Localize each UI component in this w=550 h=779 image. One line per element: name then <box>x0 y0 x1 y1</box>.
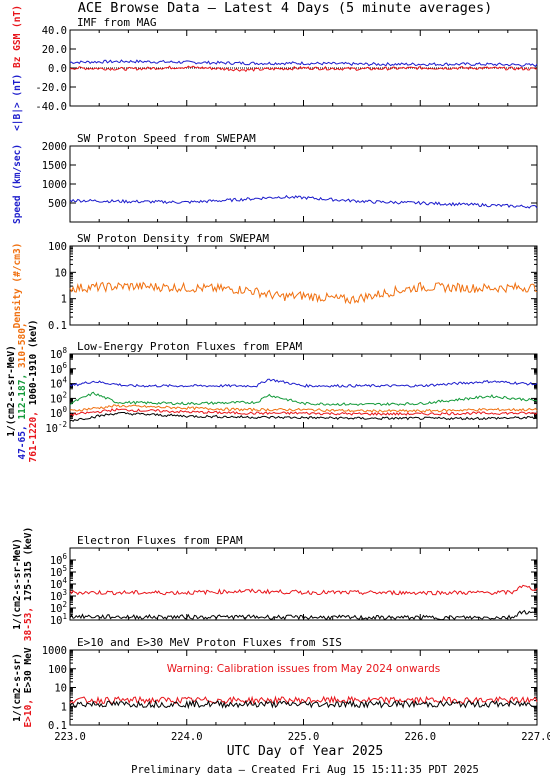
plot-frame <box>69 145 538 223</box>
y-tick-label: 1500 <box>42 160 67 172</box>
panel-4: Low-Energy Proton Fluxes from EPAM 108106… <box>6 320 538 463</box>
y-tick-label: -20.0 <box>35 82 67 94</box>
y-tick-label: 1000 <box>42 645 67 657</box>
y-tick-label: 106 <box>50 361 68 376</box>
y-axis-label: 38-53, 175-315 (keV) <box>23 527 34 641</box>
y-tick-label: 40.0 <box>42 25 67 37</box>
panel-title: SW Proton Speed from SWEPAM <box>77 132 256 145</box>
y-tick-label: 20.0 <box>42 44 67 56</box>
series-line <box>69 584 538 596</box>
panel-title: IMF from MAG <box>77 16 156 29</box>
y-axis-label: Density (#/cm3) <box>12 243 23 329</box>
y-tick-label: 1 <box>61 294 67 306</box>
y-axis-label: E>10, E>30 MeV <box>23 647 34 727</box>
y-axis-label: 1/(cm2-s-sr) <box>12 653 23 722</box>
panel-1: IMF from MAG 40.0 20.0 0.0 -20.0 -40.0 <|B|> (… <box>12 5 538 131</box>
panel-6: E>10 and E>30 MeV Proton Fluxes from SIS… <box>12 636 538 732</box>
y-tick-label: 102 <box>50 390 67 405</box>
panel-5: Electron Fluxes from EPAM106105104103102… <box>12 527 538 641</box>
y-axis-label: 47-65, 112-187, 310-580, <box>17 322 28 459</box>
panel-title: Low-Energy Proton Fluxes from EPAM <box>77 340 303 353</box>
series-line <box>69 59 538 68</box>
series-line <box>69 699 538 710</box>
y-axis-label: 1/(cm2-s-sr-MeV) <box>12 538 23 630</box>
y-tick-label: -40.0 <box>35 101 67 113</box>
plot-frame <box>69 547 538 621</box>
figure-title: ACE Browse Data – Latest 4 Days (5 minut… <box>78 0 493 16</box>
x-axis-label: UTC Day of Year 2025 <box>227 744 384 759</box>
panel-title: Electron Fluxes from EPAM <box>77 534 243 547</box>
y-axis-label: 761-1220, 1060-1910 (keV) <box>28 320 39 463</box>
series-line <box>69 194 538 209</box>
x-tick-label: 226.0 <box>404 731 436 743</box>
y-axis-label: Speed (km/sec) <box>12 144 23 224</box>
y-tick-label: 104 <box>50 376 68 391</box>
y-tick-label: 100 <box>50 405 68 420</box>
y-tick-label: 0.0 <box>48 63 67 75</box>
x-tick-label: 225.0 <box>288 731 320 743</box>
y-tick-label: 10 <box>54 267 67 279</box>
panel-annotation: Warning: Calibration issues from May 202… <box>167 663 441 675</box>
x-tick-label: 227.0 <box>521 731 550 743</box>
series-line <box>69 609 538 621</box>
panel-2: SW Proton Speed from SWEPAM 2000 1500 1000 5… <box>12 132 538 224</box>
series-line <box>69 391 538 407</box>
y-tick-label: 0.1 <box>48 720 67 732</box>
y-tick-label: 108 <box>50 346 68 361</box>
footer-note: Preliminary data – Created Fri Aug 15 15… <box>131 764 479 776</box>
y-tick-label: 0.1 <box>48 320 67 332</box>
series-line <box>69 281 538 305</box>
plot-frame <box>69 649 538 726</box>
y-tick-label: 10-2 <box>45 420 67 435</box>
series-line <box>69 407 538 417</box>
y-axis-label: 1/(cm2-s-sr-MeV) <box>6 345 17 437</box>
y-tick-label: 10 <box>54 683 67 695</box>
series-line <box>69 378 538 388</box>
y-axis-label: <|B|> (nT) Bz GSM (nT) <box>12 5 23 131</box>
x-tick-label: 224.0 <box>171 731 203 743</box>
y-tick-label: 100 <box>48 664 67 676</box>
y-tick-label: 101 <box>50 612 67 627</box>
series-line <box>69 412 538 422</box>
series-line <box>69 404 538 413</box>
panel-3: SW Proton Density from SWEPAM 100 10 1 0.1 De… <box>12 232 538 332</box>
y-tick-label: 1000 <box>42 179 67 191</box>
panel-title: E>10 and E>30 MeV Proton Fluxes from SIS <box>77 636 342 649</box>
y-tick-label: 1 <box>61 701 67 713</box>
panel-title: SW Proton Density from SWEPAM <box>77 232 269 245</box>
y-tick-label: 2000 <box>42 141 67 153</box>
x-tick-label: 223.0 <box>54 731 86 743</box>
y-tick-label: 500 <box>48 198 67 210</box>
series-line <box>69 65 538 73</box>
y-tick-label: 100 <box>48 241 67 253</box>
